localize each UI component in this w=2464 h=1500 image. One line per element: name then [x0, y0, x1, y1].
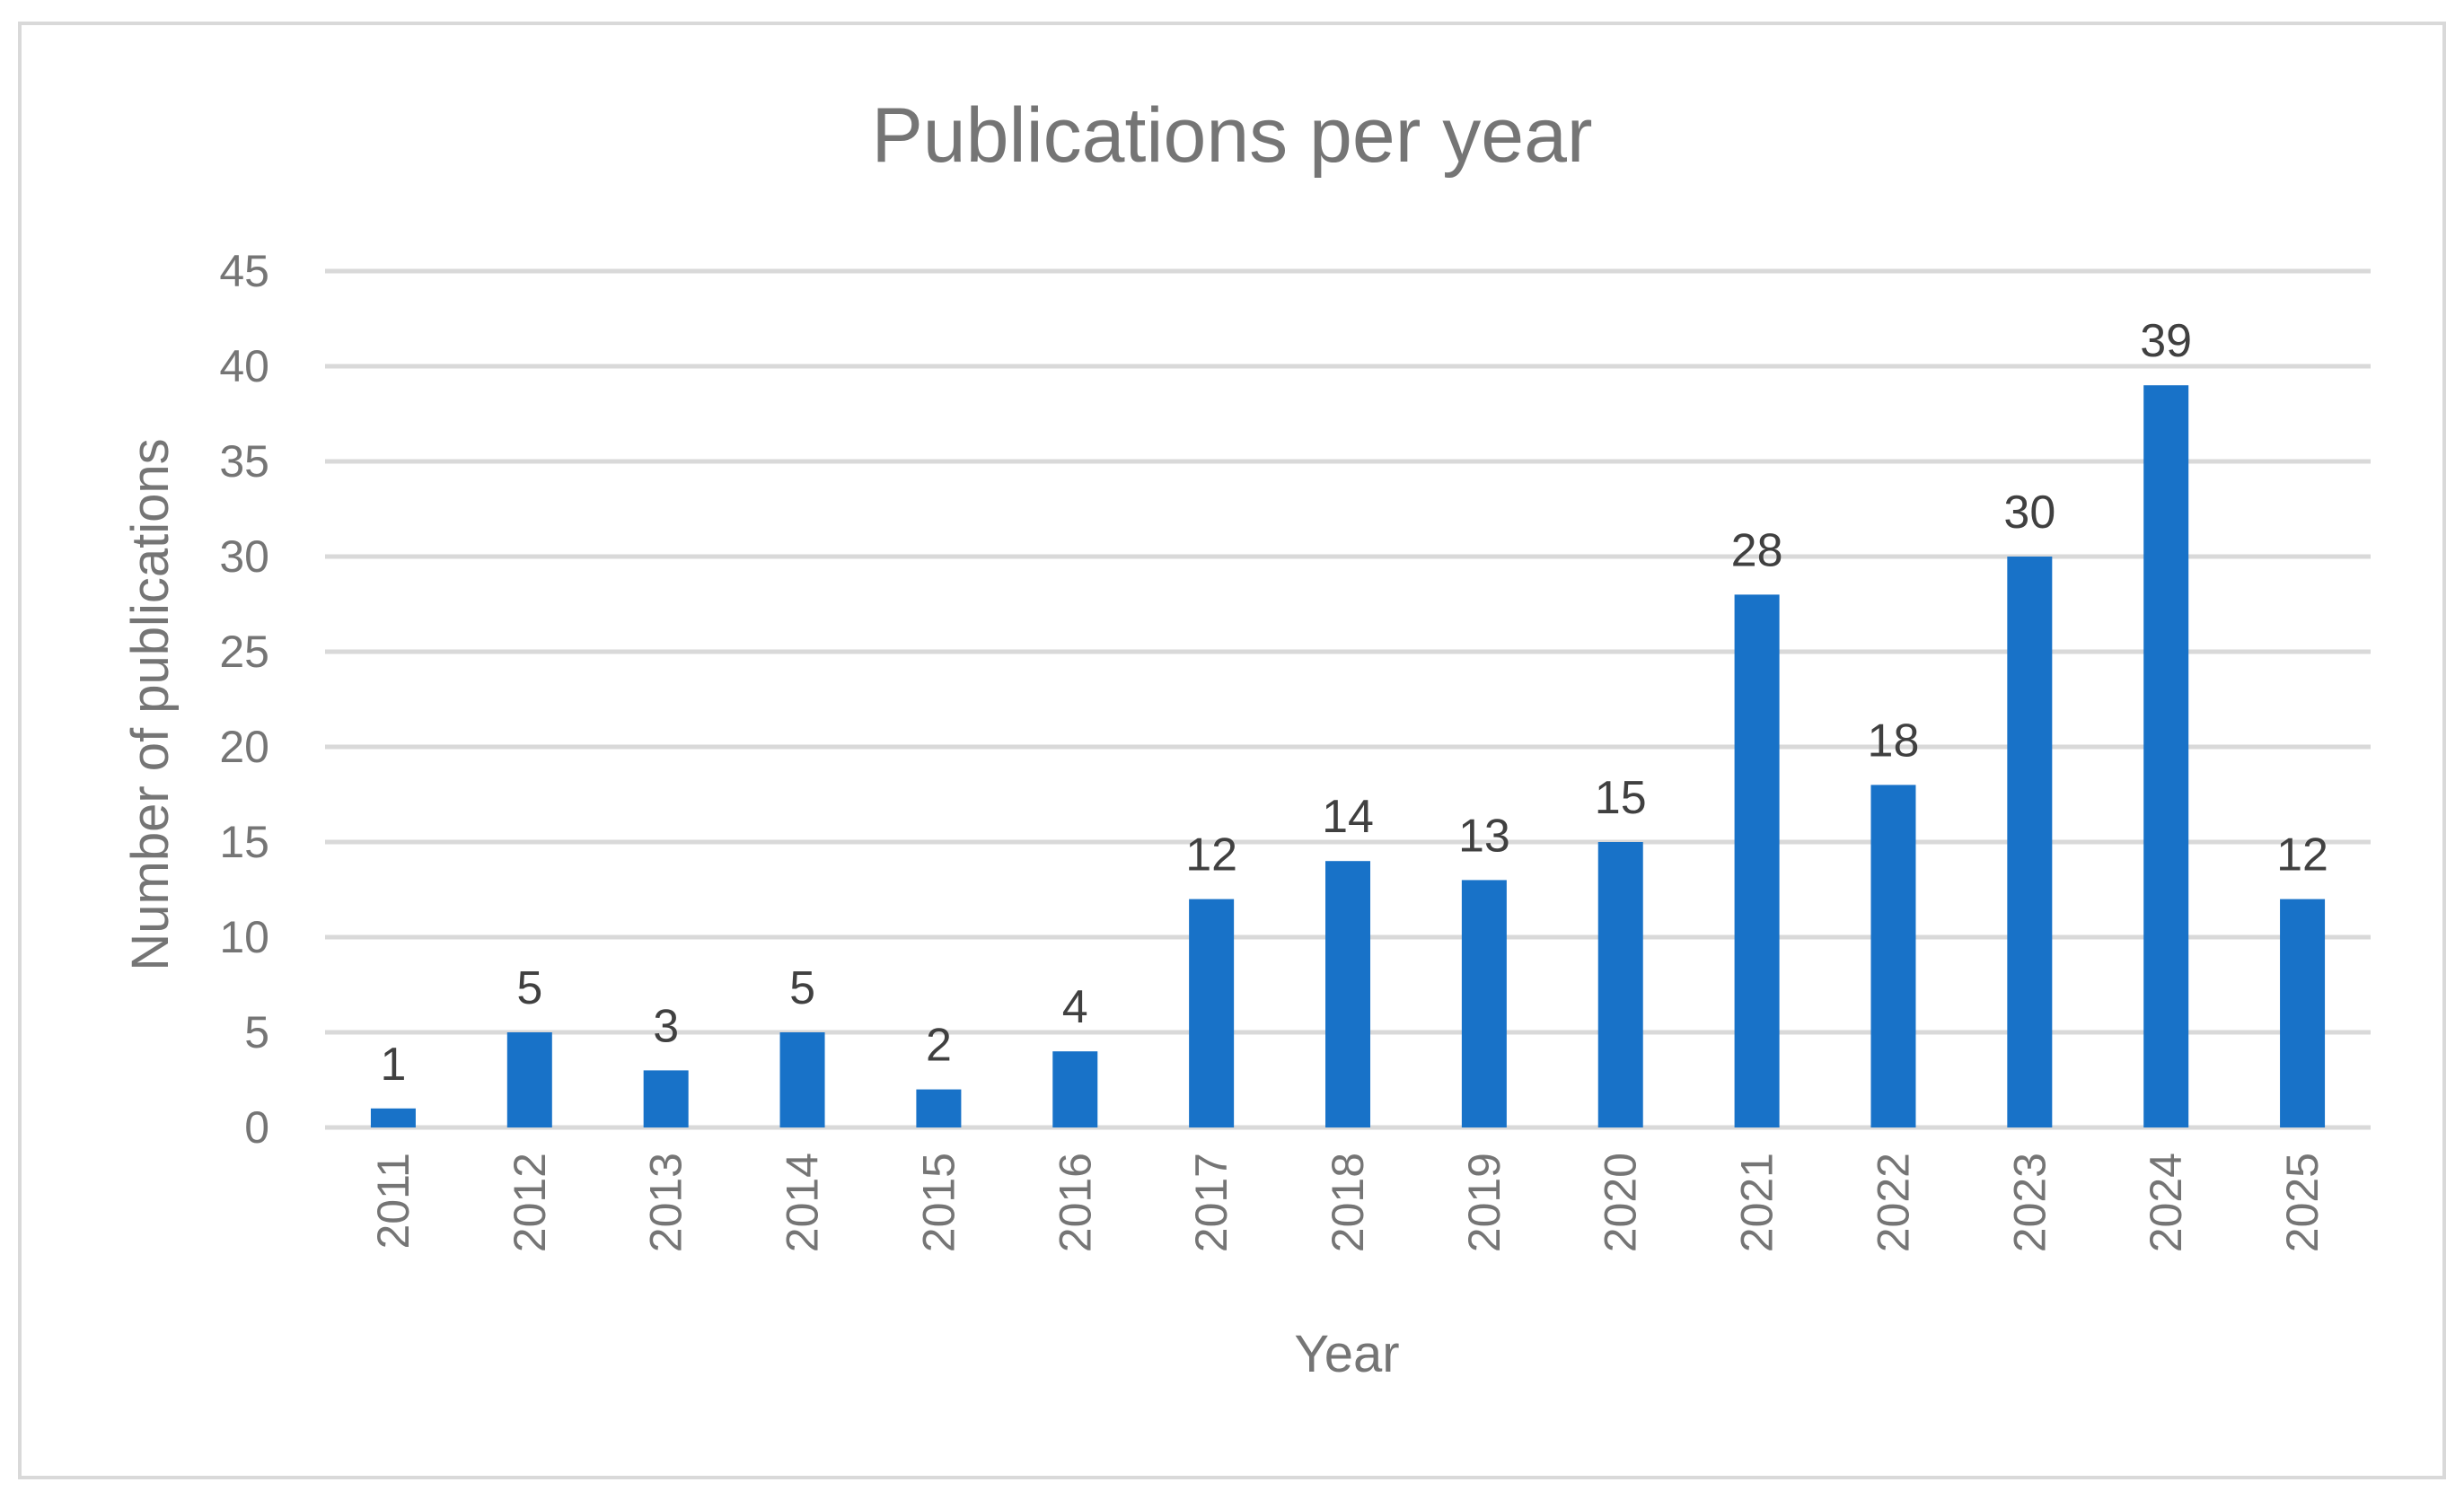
y-tick-label: 15 [219, 817, 269, 867]
bar [1870, 785, 1916, 1127]
y-tick-label: 40 [219, 341, 269, 391]
x-tick-label: 2018 [1323, 1153, 1373, 1252]
x-tick-label: 2017 [1186, 1153, 1236, 1252]
x-tick-label: 2014 [778, 1153, 828, 1252]
data-label: 18 [1868, 715, 1920, 767]
y-tick-label: 5 [244, 1007, 269, 1057]
bar [506, 1032, 552, 1127]
y-tick-label: 25 [219, 627, 269, 677]
data-label: 15 [1595, 772, 1647, 824]
x-axis-ticks: 2011 2012 2013 2014 2015 2016 2017 2018 2019 2020… [368, 1153, 2328, 1252]
bar [1597, 842, 1643, 1127]
data-label: 28 [1731, 524, 1783, 576]
y-tick-label: 45 [219, 246, 269, 296]
bar [2143, 385, 2189, 1127]
data-label: 2 [926, 1020, 952, 1072]
data-label: 13 [1458, 810, 1510, 862]
x-tick-label: 2025 [2277, 1153, 2328, 1252]
bar [370, 1108, 416, 1127]
y-tick-label: 20 [219, 722, 269, 772]
bar [2007, 557, 2053, 1127]
y-tick-label: 10 [219, 912, 269, 962]
data-label: 30 [2003, 487, 2055, 539]
chart-title: Publications per year [871, 92, 1592, 179]
bar [1189, 899, 1235, 1127]
x-tick-label: 2020 [1596, 1153, 1646, 1252]
data-label: 5 [516, 962, 542, 1014]
x-tick-label: 2022 [1868, 1153, 1918, 1252]
bar [916, 1089, 962, 1127]
y-axis-title: Number of publications [121, 438, 180, 970]
x-tick-label: 2012 [505, 1153, 555, 1252]
data-label: 1 [380, 1039, 406, 1091]
bars [370, 385, 2326, 1127]
bar [1734, 594, 1780, 1127]
data-label: 12 [1185, 829, 1237, 882]
x-tick-label: 2024 [2141, 1153, 2191, 1252]
x-tick-label: 2013 [641, 1153, 691, 1252]
y-tick-label: 0 [244, 1102, 269, 1153]
data-label: 39 [2140, 315, 2192, 367]
bar [1461, 880, 1507, 1127]
bar [779, 1032, 825, 1127]
x-tick-label: 2019 [1459, 1153, 1509, 1252]
chart-border [18, 22, 2446, 1479]
data-label: 12 [2276, 829, 2328, 882]
x-tick-label: 2015 [913, 1153, 964, 1252]
gridlines [325, 268, 2371, 1130]
data-label: 5 [789, 962, 815, 1014]
data-label: 3 [653, 1000, 679, 1052]
data-label: 4 [1062, 981, 1088, 1033]
x-tick-label: 2011 [368, 1153, 418, 1250]
y-tick-label: 30 [219, 531, 269, 582]
x-tick-label: 2016 [1050, 1153, 1100, 1252]
y-axis-ticks: 0 5 10 15 20 25 30 35 40 45 [219, 246, 269, 1153]
data-label: 14 [1322, 791, 1374, 843]
y-tick-label: 35 [219, 436, 269, 487]
bar [2280, 899, 2326, 1127]
x-tick-label: 2021 [1732, 1153, 1782, 1252]
bar [1052, 1051, 1098, 1127]
x-axis-title: Year [1294, 1325, 1399, 1383]
bar [1325, 861, 1370, 1127]
bar [643, 1070, 689, 1127]
x-tick-label: 2023 [2004, 1153, 2055, 1252]
